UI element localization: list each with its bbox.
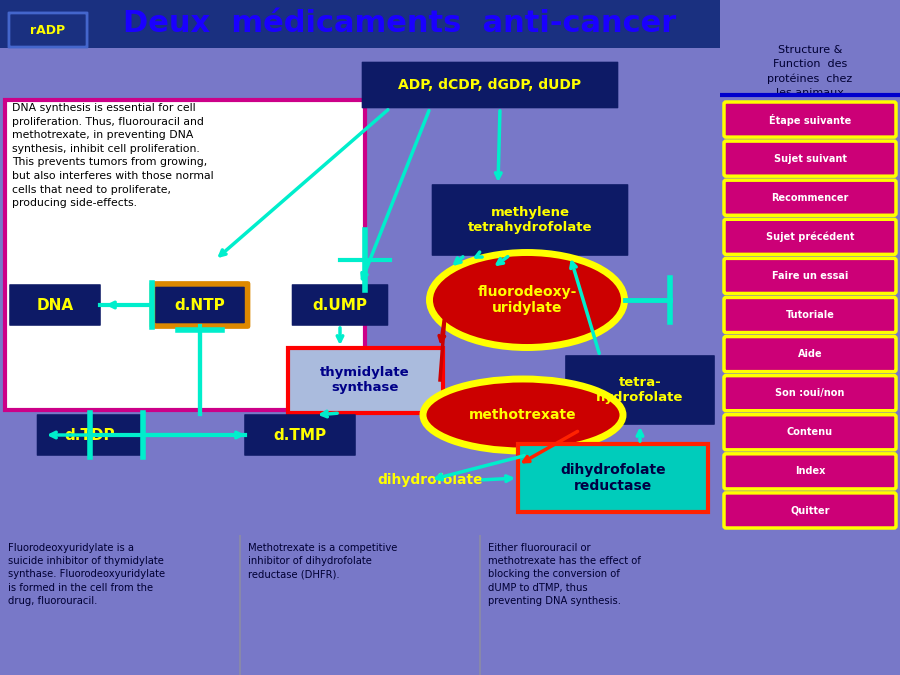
- Text: Methotrexate is a competitive
inhibitor of dihydrofolate
reductase (DHFR).: Methotrexate is a competitive inhibitor …: [248, 543, 398, 579]
- Text: Structure &
Function  des
protéines  chez
les animaux: Structure & Function des protéines chez …: [768, 45, 852, 98]
- Text: methotrexate: methotrexate: [469, 408, 577, 422]
- FancyBboxPatch shape: [287, 348, 443, 412]
- Text: Contenu: Contenu: [787, 427, 833, 437]
- FancyBboxPatch shape: [724, 180, 896, 215]
- FancyBboxPatch shape: [724, 102, 896, 137]
- FancyBboxPatch shape: [9, 13, 87, 47]
- Text: dihydrofolate
reductase: dihydrofolate reductase: [560, 463, 666, 493]
- FancyBboxPatch shape: [292, 285, 388, 325]
- Text: tetra-
hydrofolate: tetra- hydrofolate: [597, 376, 684, 404]
- Text: d.TDP: d.TDP: [65, 427, 115, 443]
- Text: dihydrofolate: dihydrofolate: [377, 473, 482, 487]
- FancyBboxPatch shape: [724, 337, 896, 372]
- FancyBboxPatch shape: [152, 284, 248, 326]
- Text: Étape suivante: Étape suivante: [769, 113, 851, 126]
- Text: DNA synthesis is essential for cell
proliferation. Thus, fluorouracil and
methot: DNA synthesis is essential for cell prol…: [12, 103, 213, 208]
- FancyBboxPatch shape: [363, 62, 617, 107]
- Text: methylene
tetrahydrofolate: methylene tetrahydrofolate: [468, 206, 592, 234]
- FancyBboxPatch shape: [566, 356, 714, 424]
- FancyBboxPatch shape: [38, 415, 142, 455]
- Text: Deux  médicaments  anti-cancer: Deux médicaments anti-cancer: [123, 9, 677, 38]
- FancyBboxPatch shape: [724, 141, 896, 176]
- Text: ADP, dCDP, dGDP, dUDP: ADP, dCDP, dGDP, dUDP: [399, 78, 581, 92]
- Text: thymidylate
synthase: thymidylate synthase: [320, 366, 410, 394]
- Text: Tutoriale: Tutoriale: [786, 310, 834, 320]
- Text: Fluorodeoxyuridylate is a
suicide inhibitor of thymidylate
synthase. Fluorodeoxy: Fluorodeoxyuridylate is a suicide inhibi…: [8, 543, 165, 605]
- Ellipse shape: [429, 252, 625, 348]
- Text: d.NTP: d.NTP: [175, 298, 225, 313]
- Text: Quitter: Quitter: [790, 506, 830, 516]
- FancyBboxPatch shape: [724, 414, 896, 450]
- Text: Faire un essai: Faire un essai: [772, 271, 848, 281]
- Text: Aide: Aide: [797, 349, 823, 359]
- Text: d.UMP: d.UMP: [312, 298, 367, 313]
- Text: Index: Index: [795, 466, 825, 477]
- FancyBboxPatch shape: [0, 0, 720, 48]
- Text: Sujet suivant: Sujet suivant: [773, 154, 847, 163]
- Text: d.TMP: d.TMP: [274, 427, 327, 443]
- Ellipse shape: [423, 379, 623, 451]
- Text: fluorodeoxy-
uridylate: fluorodeoxy- uridylate: [477, 285, 577, 315]
- Text: DNA: DNA: [36, 298, 74, 313]
- FancyBboxPatch shape: [5, 100, 365, 410]
- FancyBboxPatch shape: [10, 285, 100, 325]
- FancyBboxPatch shape: [724, 493, 896, 528]
- FancyBboxPatch shape: [724, 375, 896, 410]
- Text: Son :oui/non: Son :oui/non: [775, 388, 845, 398]
- FancyBboxPatch shape: [245, 415, 356, 455]
- FancyBboxPatch shape: [518, 444, 708, 512]
- FancyBboxPatch shape: [724, 454, 896, 489]
- FancyBboxPatch shape: [724, 259, 896, 294]
- FancyBboxPatch shape: [724, 298, 896, 333]
- Text: rADP: rADP: [31, 24, 66, 36]
- Text: Either fluorouracil or
methotrexate has the effect of
blocking the conversion of: Either fluorouracil or methotrexate has …: [488, 543, 641, 605]
- FancyBboxPatch shape: [724, 219, 896, 254]
- FancyBboxPatch shape: [432, 185, 627, 255]
- Text: Recommencer: Recommencer: [771, 193, 849, 202]
- Text: Sujet précédent: Sujet précédent: [766, 232, 854, 242]
